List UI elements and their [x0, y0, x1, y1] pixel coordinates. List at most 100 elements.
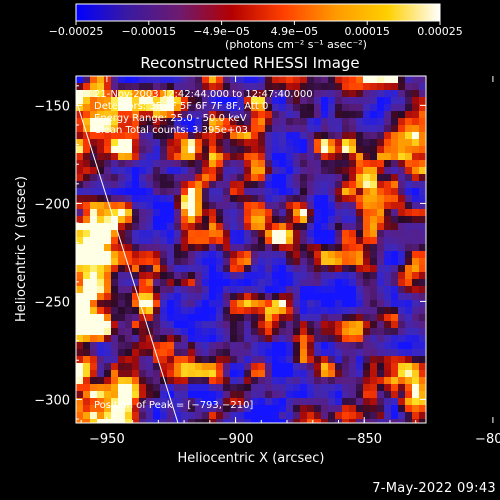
heatmap-cell: [391, 83, 399, 91]
heatmap-cell: [237, 272, 245, 280]
heatmap-cell: [405, 188, 413, 196]
heatmap-cell: [307, 363, 315, 371]
heatmap-cell: [153, 153, 161, 161]
heatmap-cell: [272, 202, 280, 210]
heatmap-cell: [412, 363, 420, 371]
heatmap-cell: [118, 104, 126, 112]
heatmap-cell: [188, 202, 196, 210]
heatmap-cell: [90, 216, 98, 224]
heatmap-cell: [132, 293, 140, 301]
heatmap-cell: [244, 174, 252, 182]
heatmap-cell: [370, 419, 378, 423]
heatmap-cell: [335, 272, 343, 280]
heatmap-cell: [363, 83, 371, 91]
heatmap-cell: [258, 363, 266, 371]
heatmap-cell: [286, 90, 294, 98]
heatmap-cell: [237, 188, 245, 196]
heatmap-cell: [181, 104, 189, 112]
heatmap-cell: [335, 209, 343, 217]
heatmap-cell: [76, 230, 84, 238]
heatmap-cell: [405, 286, 413, 294]
heatmap-cell: [349, 146, 357, 154]
heatmap-cell: [230, 356, 238, 364]
heatmap-cell: [272, 335, 280, 343]
heatmap-cell: [286, 216, 294, 224]
heatmap-cell: [209, 342, 217, 350]
heatmap-cell: [377, 146, 385, 154]
heatmap-cell: [314, 195, 322, 203]
heatmap-cell: [398, 97, 406, 105]
heatmap-cell: [398, 90, 406, 98]
heatmap-cell: [279, 419, 287, 423]
heatmap-cell: [132, 104, 140, 112]
heatmap-cell: [265, 321, 273, 329]
heatmap-cell: [335, 237, 343, 245]
heatmap-cell: [111, 83, 119, 91]
heatmap-cell: [349, 356, 357, 364]
heatmap-cell: [167, 391, 175, 399]
heatmap-cell: [223, 314, 231, 322]
heatmap-cell: [328, 181, 336, 189]
heatmap-cell: [258, 104, 266, 112]
heatmap-cell: [181, 412, 189, 420]
heatmap-cell: [111, 349, 119, 357]
heatmap-cell: [391, 342, 399, 350]
heatmap-cell: [321, 370, 329, 378]
heatmap-cell: [356, 216, 364, 224]
heatmap-cell: [419, 146, 426, 154]
heatmap-cell: [279, 174, 287, 182]
heatmap-cell: [146, 328, 154, 336]
heatmap-cell: [90, 160, 98, 168]
heatmap-cell: [244, 118, 252, 126]
chart-title: Reconstructed RHESSI Image: [140, 54, 359, 72]
heatmap-cell: [370, 160, 378, 168]
heatmap-cell: [104, 377, 112, 385]
heatmap-cell: [181, 132, 189, 140]
heatmap-cell: [412, 76, 420, 84]
heatmap-cell: [125, 307, 133, 315]
heatmap-cell: [328, 272, 336, 280]
heatmap-cell: [405, 202, 413, 210]
heatmap-cell: [391, 321, 399, 329]
heatmap-cell: [251, 307, 259, 315]
heatmap-cell: [90, 97, 98, 105]
heatmap-cell: [286, 300, 294, 308]
heatmap-cell: [146, 307, 154, 315]
heatmap-cell: [342, 209, 350, 217]
heatmap-cell: [293, 328, 301, 336]
heatmap-cell: [188, 307, 196, 315]
heatmap-cell: [349, 293, 357, 301]
heatmap-cell: [188, 223, 196, 231]
heatmap-cell: [160, 356, 168, 364]
heatmap-cell: [153, 111, 161, 119]
heatmap-cell: [342, 97, 350, 105]
heatmap-cell: [237, 335, 245, 343]
heatmap-cell: [419, 188, 426, 196]
heatmap-cell: [370, 223, 378, 231]
heatmap-cell: [104, 167, 112, 175]
heatmap-cell: [293, 286, 301, 294]
heatmap-cell: [111, 412, 119, 420]
heatmap-cell: [321, 272, 329, 280]
heatmap-cell: [153, 160, 161, 168]
heatmap-cell: [111, 230, 119, 238]
heatmap-cell: [118, 160, 126, 168]
heatmap-cell: [384, 195, 392, 203]
heatmap-cell: [118, 307, 126, 315]
heatmap-cell: [370, 363, 378, 371]
heatmap-cell: [384, 202, 392, 210]
heatmap-cell: [314, 321, 322, 329]
heatmap-cell: [293, 237, 301, 245]
heatmap-cell: [251, 321, 259, 329]
heatmap-cell: [328, 405, 336, 413]
heatmap-cell: [209, 286, 217, 294]
heatmap-cell: [356, 293, 364, 301]
heatmap-cell: [391, 251, 399, 259]
heatmap-cell: [244, 125, 252, 133]
heatmap-cell: [139, 251, 147, 259]
heatmap-cell: [307, 202, 315, 210]
heatmap-cell: [272, 125, 280, 133]
heatmap-cell: [258, 174, 266, 182]
heatmap-cell: [118, 90, 126, 98]
heatmap-cell: [202, 97, 210, 105]
